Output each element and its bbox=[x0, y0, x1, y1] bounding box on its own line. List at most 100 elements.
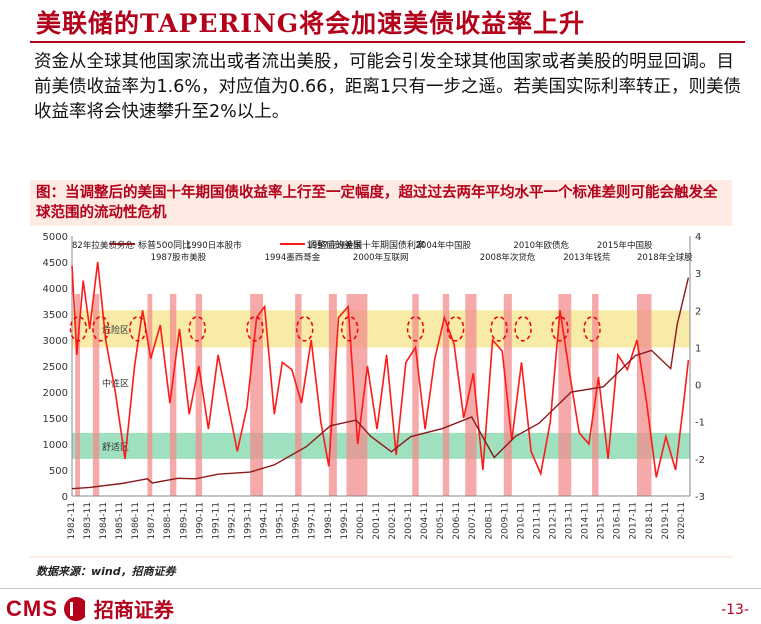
x-tick-label: 2001-11 bbox=[372, 502, 382, 540]
danger-marker bbox=[69, 316, 88, 342]
x-tick-label: 1999-11 bbox=[340, 502, 350, 540]
event-label: 2018年全球股 bbox=[637, 252, 693, 263]
left-tick-label: 0 bbox=[62, 492, 68, 503]
crisis-bar bbox=[195, 294, 203, 496]
logo-chinese-text: 招商证券 bbox=[93, 598, 174, 622]
crisis-bar bbox=[465, 294, 477, 496]
chart-caption: 图：当调整后的美国十年期国债收益率上行至一定幅度，超过过去两年平均水平一个标准差… bbox=[36, 185, 718, 221]
crisis-bar bbox=[75, 294, 81, 496]
right-tick-label: 0 bbox=[695, 381, 701, 392]
left-tick-label: 5000 bbox=[43, 232, 68, 243]
crisis-bar bbox=[558, 294, 572, 496]
legend-label-yield: 调整后的美国十年期国债利率 bbox=[308, 239, 425, 251]
crisis-bar bbox=[92, 294, 100, 496]
logo-text: CMS bbox=[6, 595, 58, 621]
x-tick-label: 2017-11 bbox=[629, 502, 639, 540]
band-label: 中性区 bbox=[102, 378, 129, 390]
x-tick-label: 2020-11 bbox=[677, 502, 687, 540]
danger-marker bbox=[406, 316, 425, 342]
danger-marker bbox=[490, 316, 508, 342]
logo-mark-icon bbox=[63, 596, 88, 621]
page-title: 美联储的TAPERING将会加速美债收益率上升 bbox=[36, 9, 586, 38]
right-tick-label: 1 bbox=[695, 343, 701, 354]
left-tick-label: 2500 bbox=[43, 362, 68, 373]
event-label: 1990日本股市 bbox=[186, 240, 242, 251]
right-tick-label: 2 bbox=[695, 306, 701, 317]
x-tick-label: 2007-11 bbox=[468, 502, 478, 540]
x-tick-label: 2018-11 bbox=[645, 502, 655, 540]
right-tick-label: 4 bbox=[695, 232, 701, 243]
x-tick-label: 2002-11 bbox=[388, 502, 398, 540]
x-tick-label: 1983-11 bbox=[83, 502, 93, 540]
x-tick-label: 1984-11 bbox=[99, 502, 109, 540]
left-tick-label: 500 bbox=[49, 466, 68, 477]
x-tick-label: 1998-11 bbox=[324, 502, 334, 540]
event-label: 2015年中国股 bbox=[597, 240, 653, 251]
legend-label-sp500: 标普500同比 bbox=[138, 239, 191, 251]
x-tick-label: 2004-11 bbox=[420, 502, 430, 540]
left-tick-label: 1000 bbox=[43, 440, 68, 451]
event-label: 2010年欧债危 bbox=[513, 240, 569, 251]
x-tick-label: 2005-11 bbox=[436, 502, 446, 540]
crisis-bar bbox=[442, 294, 450, 496]
x-tick-label: 2003-11 bbox=[404, 502, 414, 540]
event-label: 1997亚洲金融 bbox=[306, 240, 362, 251]
x-tick-label: 2009-11 bbox=[500, 502, 510, 540]
event-label: 2013年钱荒 bbox=[563, 252, 611, 263]
right-tick-label: -2 bbox=[695, 455, 705, 466]
footer-divider bbox=[0, 588, 761, 589]
event-label: 1987股市美股 bbox=[151, 252, 207, 263]
x-tick-label: 1996-11 bbox=[292, 502, 302, 540]
event-label: 2008年次贷危 bbox=[480, 252, 536, 263]
crisis-bar bbox=[637, 294, 652, 496]
event-label: 1994墨西哥金 bbox=[265, 252, 321, 263]
chart-area: 危险区中性区舒适区 0 500 1000 1500 2000 2500 3000 3500 400… bbox=[30, 226, 732, 556]
crisis-bar bbox=[412, 294, 419, 496]
x-tick-label: 2012-11 bbox=[548, 502, 558, 540]
left-tick-label: 2000 bbox=[43, 388, 68, 399]
left-tick-label: 3500 bbox=[43, 310, 68, 321]
left-tick-label: 4500 bbox=[43, 258, 68, 269]
x-tick-label: 1990-11 bbox=[195, 502, 205, 540]
event-label: 2000年互联网 bbox=[353, 252, 409, 263]
band-label: 危险区 bbox=[102, 324, 129, 336]
body-paragraph: 资金从全球其他国家流出或者流出美股，可能会引发全球其他国家或者美股的明显回调。目… bbox=[34, 52, 742, 122]
right-tick-label: -3 bbox=[695, 492, 705, 503]
crisis-bar bbox=[169, 294, 177, 496]
event-label: 2004年中国股 bbox=[416, 240, 472, 251]
x-tick-label: 2014-11 bbox=[581, 502, 591, 540]
left-tick-label: 3000 bbox=[43, 336, 68, 347]
data-source: 数据来源：wind，招商证券 bbox=[36, 565, 176, 578]
danger-marker bbox=[514, 316, 532, 342]
x-tick-label: 2016-11 bbox=[613, 502, 623, 540]
crisis-bar bbox=[295, 294, 302, 496]
series-line-sp500 bbox=[71, 277, 690, 490]
event-label: 82年拉美债务危 bbox=[72, 240, 134, 251]
x-tick-label: 2010-11 bbox=[516, 502, 526, 540]
x-tick-label: 2019-11 bbox=[661, 502, 671, 540]
right-tick-label: -1 bbox=[695, 418, 705, 429]
page-number: -13- bbox=[721, 602, 749, 618]
title-divider bbox=[30, 41, 745, 43]
x-tick-label: 1997-11 bbox=[308, 502, 318, 540]
x-tick-label: 2000-11 bbox=[356, 502, 366, 540]
x-tick-label: 2011-11 bbox=[532, 502, 542, 540]
x-tick-label: 1994-11 bbox=[260, 502, 270, 540]
crisis-bar bbox=[147, 294, 153, 496]
x-tick-label: 2008-11 bbox=[484, 502, 494, 540]
danger-marker bbox=[446, 316, 465, 342]
series-line-yield bbox=[71, 261, 690, 478]
x-tick-label: 2013-11 bbox=[565, 502, 575, 540]
x-tick-label: 2006-11 bbox=[452, 502, 462, 540]
x-tick-label: 1987-11 bbox=[147, 502, 157, 540]
x-tick-label: 1995-11 bbox=[276, 502, 286, 540]
left-tick-label: 1500 bbox=[43, 414, 68, 425]
band-label: 舒适区 bbox=[102, 441, 129, 453]
x-tick-label: 1992-11 bbox=[227, 502, 237, 540]
left-tick-label: 4000 bbox=[43, 284, 68, 295]
danger-marker bbox=[296, 316, 314, 342]
x-tick-label: 1982-11 bbox=[67, 502, 77, 540]
x-tick-label: 1988-11 bbox=[163, 502, 173, 540]
danger-marker bbox=[583, 316, 601, 342]
x-tick-label: 1993-11 bbox=[244, 502, 254, 540]
